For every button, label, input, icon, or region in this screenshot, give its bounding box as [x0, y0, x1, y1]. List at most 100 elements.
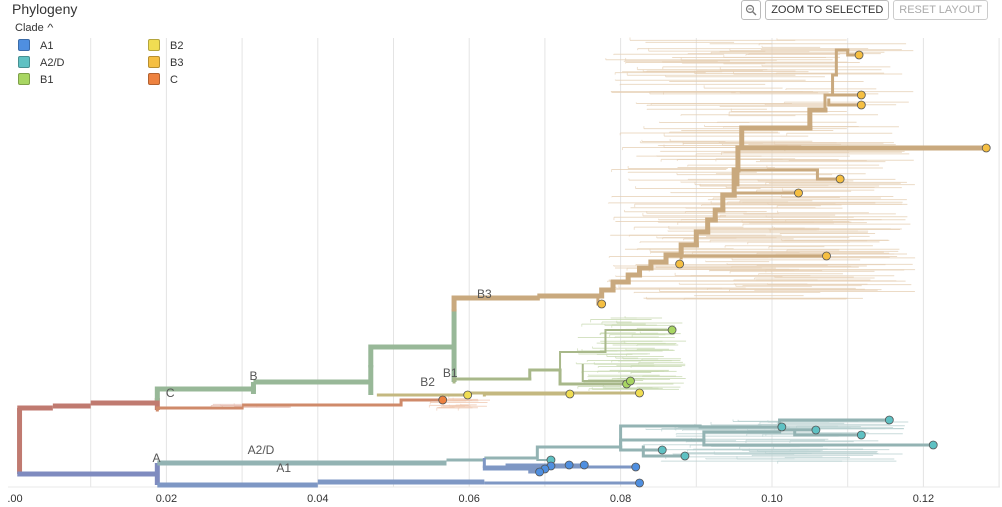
- clade-label: B2: [420, 375, 435, 389]
- tip-marker-b3: [856, 100, 866, 110]
- tree-branch: [815, 168, 842, 181]
- tip-marker-a1: [535, 467, 545, 477]
- clade-legend-toggle[interactable]: Clade ^: [15, 22, 54, 34]
- tree-branch: [559, 351, 607, 371]
- tree-branch: [619, 445, 664, 452]
- tip-marker-b2: [463, 390, 473, 400]
- main-branches: [17, 48, 989, 488]
- tree-branch: [535, 445, 623, 460]
- tree-branch: [827, 98, 863, 107]
- tree-branch: [705, 217, 718, 235]
- legend-swatch: [18, 39, 30, 51]
- clade-label: B: [249, 369, 257, 383]
- tree-branch: [720, 192, 737, 213]
- chevron-up-icon: ^: [47, 23, 54, 34]
- x-tick-label: .00: [7, 493, 22, 505]
- tip-marker-b3: [675, 259, 685, 269]
- tip-marker-b3: [835, 174, 845, 184]
- tip-marker-b3: [597, 299, 607, 309]
- legend-swatch: [148, 39, 160, 51]
- tree-branch: [823, 93, 835, 112]
- x-tick-label: 0.06: [458, 493, 479, 505]
- tip-marker-a2d: [680, 451, 690, 461]
- clade-label: B3: [477, 287, 492, 301]
- legend-label: B3: [170, 57, 184, 69]
- legend-item-b1[interactable]: B1: [18, 72, 158, 88]
- magnifier-icon: [746, 4, 757, 16]
- tree-branch: [637, 265, 654, 278]
- zoom-icon-button[interactable]: [741, 0, 762, 20]
- tree-branch: [536, 457, 552, 461]
- tree-branch: [482, 392, 572, 397]
- tip-marker-b1: [626, 376, 635, 386]
- tip-marker-a1: [579, 460, 589, 470]
- legend-swatch: [148, 56, 160, 68]
- tree-branch: [528, 368, 562, 381]
- tree-branch: [599, 287, 616, 299]
- tree-branch: [712, 207, 726, 223]
- tree-branch: [834, 48, 850, 77]
- tree-branch: [679, 254, 829, 260]
- legend-label: A1: [40, 40, 54, 52]
- tip-markers: [438, 50, 991, 488]
- tip-branches: [210, 37, 916, 464]
- tip-marker-a2d: [856, 430, 866, 440]
- legend-label: A2/D: [40, 57, 65, 69]
- tip-marker-b2: [635, 388, 644, 398]
- tree-toolbar: ZOOM TO SELECTED RESET LAYOUT: [741, 0, 988, 20]
- tree-branch: [648, 259, 669, 271]
- tree-branch: [399, 398, 445, 407]
- tree-branch: [451, 295, 540, 312]
- clade-labels: A A2/DA1 B C B1 B2 B3: [153, 287, 492, 475]
- clade-label: A: [153, 451, 161, 465]
- legend-swatch: [18, 56, 30, 68]
- clade-toggle-label: Clade: [15, 22, 44, 34]
- tip-marker-a2d: [811, 425, 821, 435]
- tip-marker-b1: [667, 325, 677, 335]
- tip-marker-a2d: [777, 422, 787, 432]
- x-tick-label: 0.02: [156, 493, 177, 505]
- tree-branch: [154, 386, 256, 401]
- legend-item-b3[interactable]: B3: [148, 55, 288, 71]
- tree-branch: [663, 252, 684, 265]
- legend-label: B1: [40, 74, 54, 86]
- tree-branch: [482, 465, 547, 471]
- tip-marker-a2d: [884, 415, 894, 425]
- x-tick-label: 0.04: [307, 493, 328, 505]
- legend-item-b2[interactable]: B2: [148, 38, 288, 54]
- tip-marker-c: [438, 395, 448, 405]
- legend-item-a1[interactable]: A1: [18, 38, 158, 54]
- tree-branch: [778, 428, 818, 434]
- tip-marker-b3: [856, 90, 866, 100]
- tree-branch: [732, 191, 800, 197]
- tip-marker-a1: [635, 478, 644, 488]
- panel-title: Phylogeny: [12, 1, 78, 17]
- tree-branch: [610, 279, 631, 293]
- tree-branch: [604, 329, 674, 353]
- tip-marker-a2d: [657, 445, 667, 455]
- tip-marker-b3: [822, 251, 831, 261]
- clade-label: A1: [276, 461, 291, 475]
- tree-branch: [736, 168, 819, 187]
- tip-marker-b3: [794, 188, 803, 198]
- clade-label: C: [166, 386, 175, 400]
- tip-marker-a1: [631, 462, 641, 472]
- tip-marker-b3: [981, 143, 991, 153]
- tree-branch: [368, 344, 381, 368]
- tree-branch: [155, 406, 244, 412]
- tree-branch: [793, 430, 863, 437]
- tree-branch: [698, 424, 784, 429]
- tip-marker-a1: [564, 460, 574, 470]
- legend-label: B2: [170, 40, 184, 52]
- tip-marker-b2: [565, 389, 575, 399]
- legend-item-c[interactable]: C: [148, 72, 288, 88]
- zoom-to-selected-button[interactable]: ZOOM TO SELECTED: [765, 0, 890, 20]
- legend-item-a2d[interactable]: A2/D: [18, 55, 158, 71]
- reset-layout-button[interactable]: RESET LAYOUT: [893, 0, 988, 20]
- x-tick-label: 0.08: [610, 493, 631, 505]
- tree-branch: [702, 438, 935, 447]
- tree-branch: [625, 272, 643, 285]
- x-tick-label: 0.10: [761, 493, 782, 505]
- tree-branch: [693, 229, 711, 248]
